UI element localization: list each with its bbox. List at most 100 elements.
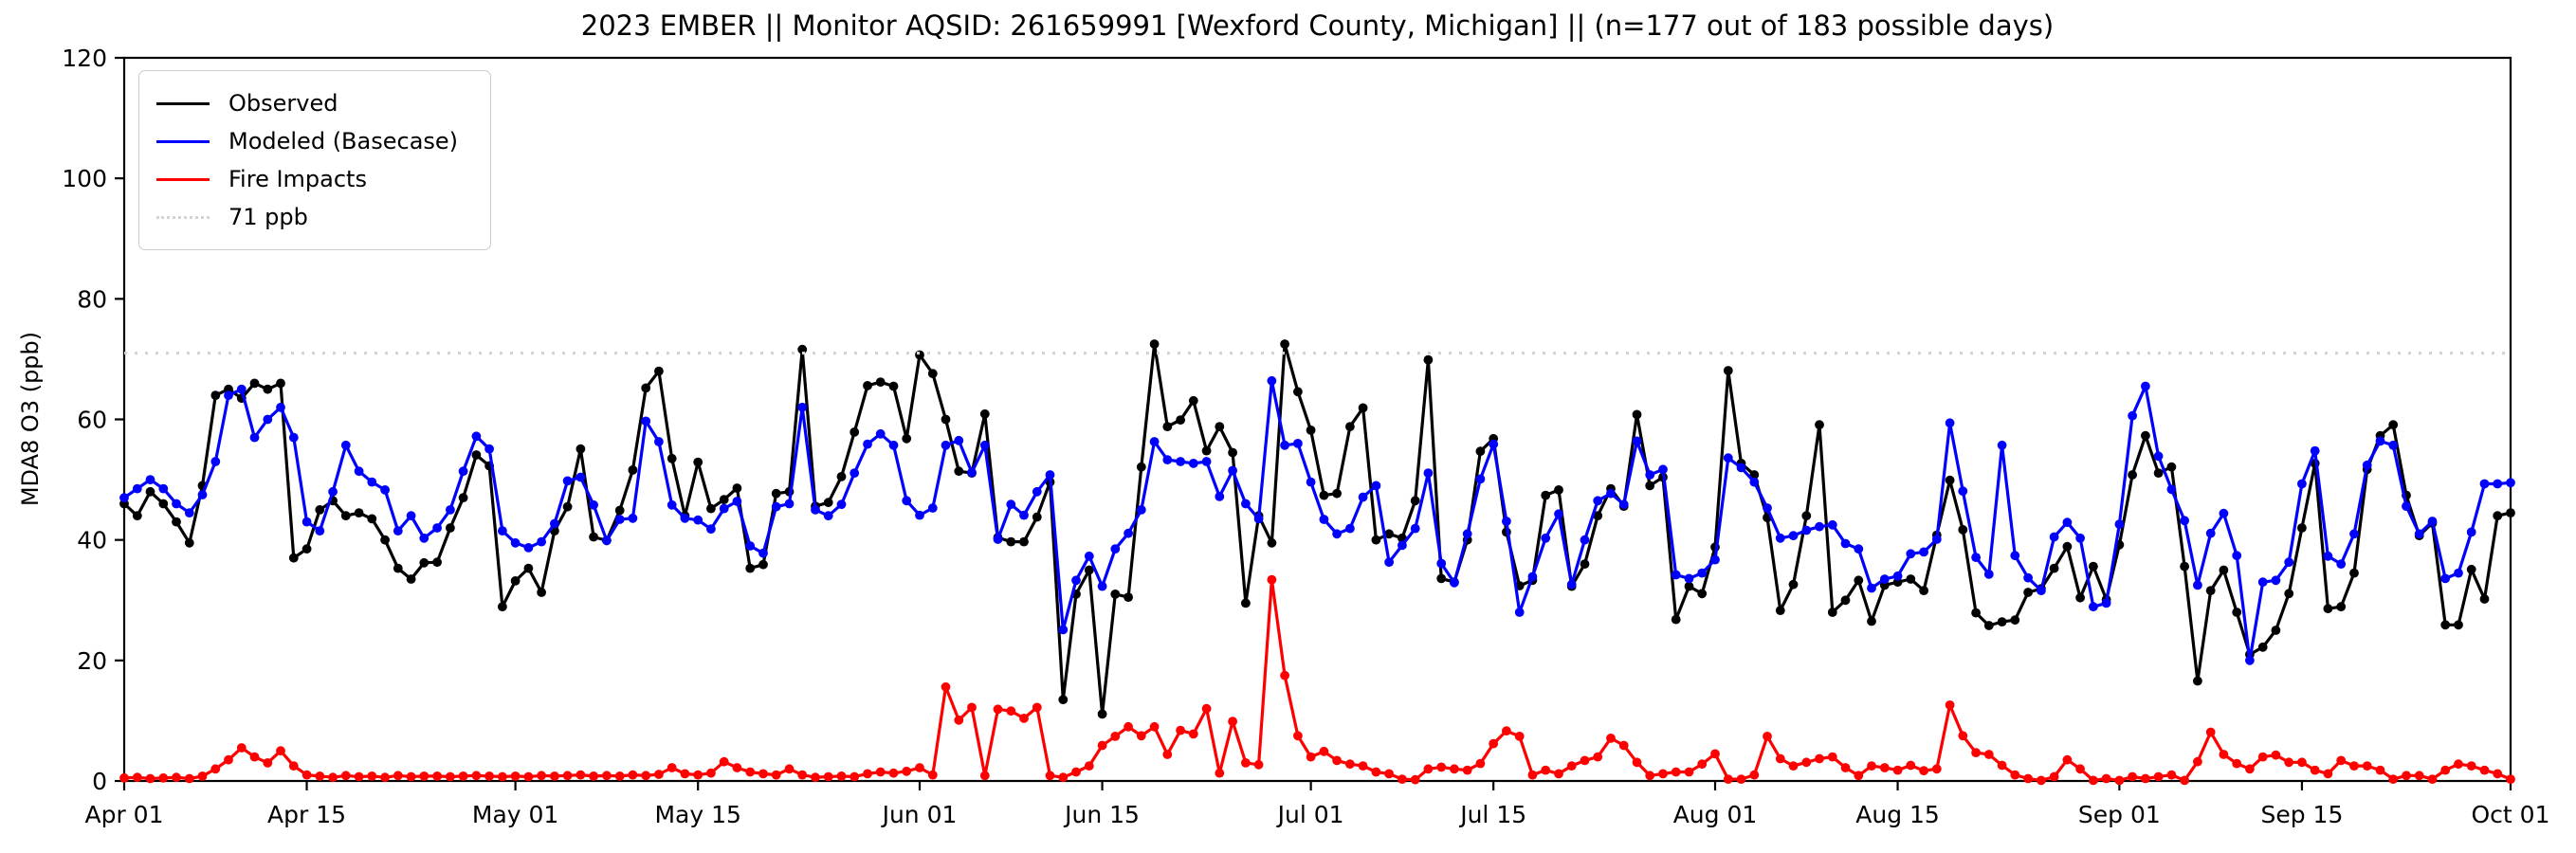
fire-impacts-marker xyxy=(1723,774,1733,784)
fire-impacts-marker xyxy=(276,746,285,756)
modeled-basecase-marker xyxy=(1423,468,1434,478)
modeled-basecase-marker xyxy=(614,515,625,524)
modeled-basecase-marker xyxy=(1045,470,1055,480)
observed-marker xyxy=(1306,426,1316,435)
observed-marker xyxy=(498,602,507,612)
modeled-basecase-marker xyxy=(784,499,795,509)
fire-impacts-line xyxy=(123,578,2512,782)
modeled-basecase-marker xyxy=(1450,577,1459,588)
fire-impacts-marker xyxy=(1319,746,1329,756)
fire-impacts-marker xyxy=(1671,767,1681,777)
modeled-basecase-marker xyxy=(954,435,964,445)
modeled-basecase-marker xyxy=(1723,453,1733,463)
observed-marker xyxy=(1215,422,1225,431)
modeled-basecase-marker xyxy=(575,472,586,482)
legend: Observed Modeled (Basecase) Fire Impacts 71… xyxy=(138,70,491,250)
modeled-basecase-marker xyxy=(1410,523,1420,534)
modeled-basecase-marker xyxy=(1541,533,1551,543)
fire-impacts-marker xyxy=(1201,703,1212,714)
modeled-basecase-marker xyxy=(2114,519,2125,529)
fire-impacts-marker xyxy=(1618,740,1629,751)
modeled-basecase-marker xyxy=(2101,598,2111,608)
fire-impacts-marker xyxy=(1854,771,1864,781)
modeled-basecase-marker xyxy=(927,503,938,513)
fire-impacts-marker xyxy=(641,771,651,781)
y-tick-label: 100 xyxy=(62,165,107,192)
modeled-basecase-marker xyxy=(2479,479,2490,489)
observed-marker xyxy=(1006,536,1016,547)
modeled-basecase-marker xyxy=(2075,533,2086,543)
modeled-basecase-marker xyxy=(1763,503,1772,513)
modeled-basecase-marker xyxy=(184,508,194,517)
fire-impacts-marker xyxy=(954,715,964,725)
observed-marker xyxy=(758,559,768,570)
x-tick-label: Sep 01 xyxy=(2078,801,2161,828)
observed-marker xyxy=(667,453,677,463)
modeled-basecase-marker xyxy=(654,437,664,446)
modeled-basecase-marker xyxy=(276,402,285,412)
fire-impacts-marker xyxy=(158,772,169,783)
modeled-basecase-marker xyxy=(2128,410,2138,421)
fire-impacts-marker xyxy=(602,771,612,781)
fire-impacts-marker xyxy=(1867,761,1876,771)
observed-marker xyxy=(510,576,521,586)
fire-impacts-marker xyxy=(1410,774,1420,785)
fire-impacts-marker xyxy=(797,770,808,780)
modeled-basecase-marker xyxy=(2010,551,2020,561)
modeled-basecase-marker xyxy=(172,499,181,509)
fire-impacts-marker xyxy=(1398,774,1407,784)
fire-impacts-marker xyxy=(288,761,299,771)
fire-impacts-marker xyxy=(1919,766,1928,776)
observed-marker xyxy=(1371,535,1381,545)
fire-impacts-marker xyxy=(550,771,559,781)
modeled-basecase-marker xyxy=(1879,574,1890,584)
observed-marker xyxy=(158,499,169,509)
observed-marker xyxy=(471,450,482,460)
fire-impacts-marker xyxy=(875,767,886,777)
fire-impacts-marker xyxy=(2010,770,2020,780)
fire-impacts-marker xyxy=(1554,769,1563,779)
modeled-basecase-marker xyxy=(1306,477,1316,487)
fire-impacts-marker xyxy=(1032,702,1042,713)
legend-swatch-fire-impacts xyxy=(156,177,210,181)
observed-marker xyxy=(1293,387,1303,397)
fire-impacts-marker xyxy=(2297,757,2307,768)
x-tick-label: May 01 xyxy=(472,801,558,828)
modeled-basecase-marker xyxy=(2219,508,2229,518)
modeled-basecase-marker xyxy=(993,535,1003,544)
fire-impacts-marker xyxy=(263,758,273,768)
modeled-basecase-marker xyxy=(393,526,403,535)
fire-impacts-marker xyxy=(1763,732,1772,741)
modeled-basecase-marker xyxy=(2427,517,2438,526)
fire-impacts-marker xyxy=(823,771,833,782)
observed-marker xyxy=(537,588,546,597)
observed-marker xyxy=(706,503,716,514)
fire-impacts-marker xyxy=(1697,759,1708,770)
observed-marker xyxy=(2062,541,2073,552)
fire-impacts-marker xyxy=(315,771,325,781)
modeled-basecase-marker xyxy=(1658,464,1668,475)
modeled-basecase-marker xyxy=(2362,460,2372,470)
y-tick-label: 120 xyxy=(62,45,107,72)
modeled-basecase-marker xyxy=(1997,440,2007,450)
fire-impacts-marker xyxy=(2153,771,2164,782)
modeled-basecase-marker xyxy=(1293,439,1303,448)
modeled-basecase-marker xyxy=(2180,516,2190,526)
observed-marker xyxy=(2336,602,2347,612)
fire-impacts-marker xyxy=(2037,775,2046,786)
legend-swatch-71-ppb xyxy=(156,215,210,219)
modeled-basecase-marker xyxy=(1593,496,1603,506)
observed-marker xyxy=(446,523,455,533)
observed-marker xyxy=(2141,430,2150,441)
fire-impacts-marker xyxy=(446,771,455,782)
fire-impacts-marker xyxy=(1489,738,1499,749)
modeled-basecase-marker xyxy=(1358,492,1368,502)
fire-impacts-marker xyxy=(1801,757,1812,768)
modeled-basecase-marker xyxy=(941,440,951,450)
observed-marker xyxy=(380,535,390,545)
fire-impacts-marker xyxy=(2089,775,2098,786)
fire-impacts-marker xyxy=(2414,771,2424,781)
legend-item-observed: Observed xyxy=(156,84,473,122)
fire-impacts-marker xyxy=(1606,734,1616,743)
modeled-basecase-marker xyxy=(224,390,233,400)
